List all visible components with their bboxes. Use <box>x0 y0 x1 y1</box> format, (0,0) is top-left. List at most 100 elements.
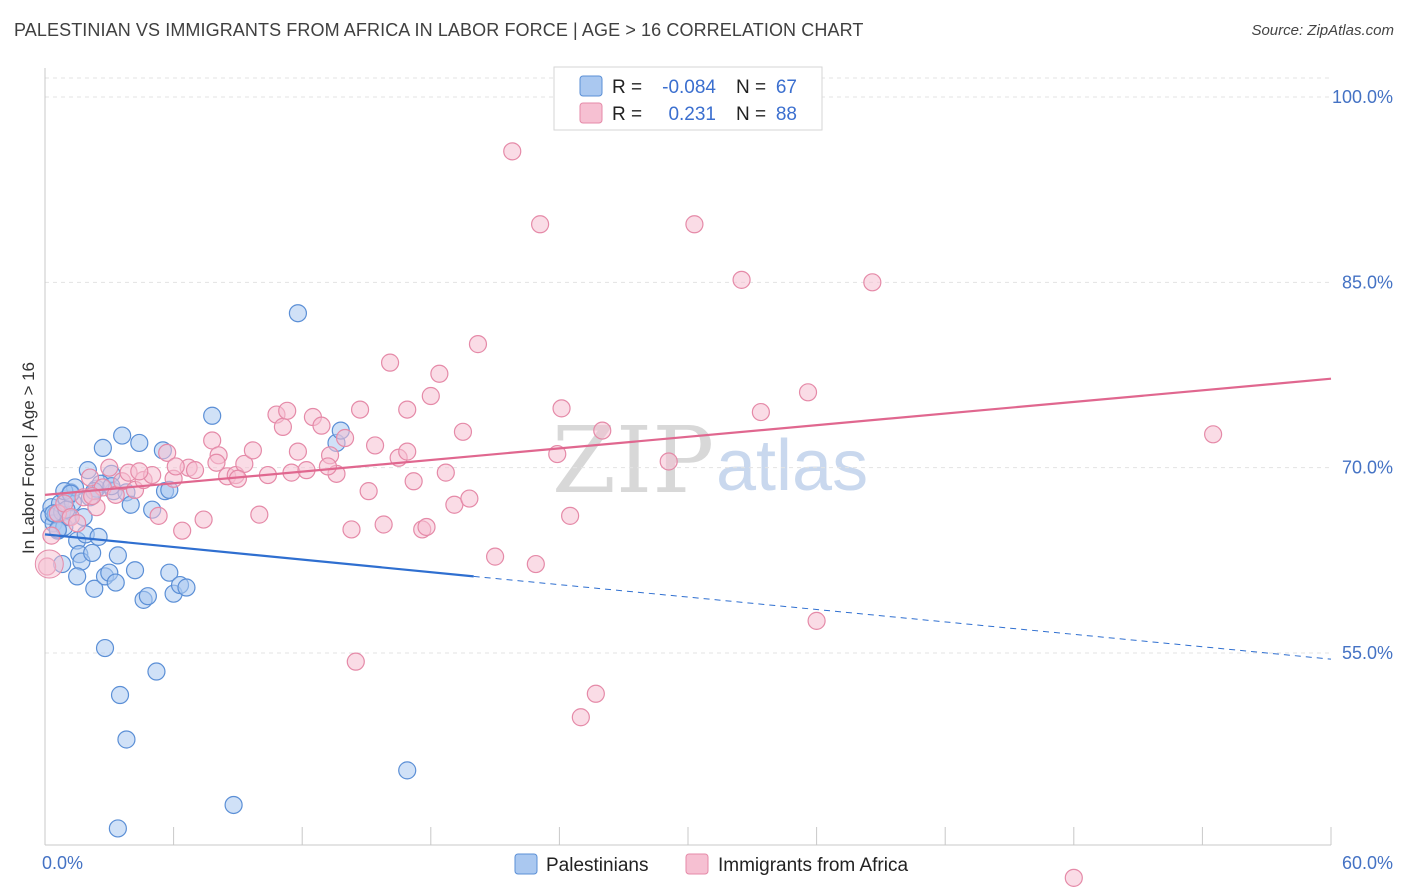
immigrants-africa-point <box>552 399 571 418</box>
palestinians-point <box>147 662 166 681</box>
palestinians-point <box>203 406 222 425</box>
x-tick-labels: 0.0% 60.0% <box>42 853 1393 873</box>
immigrants-africa-point <box>468 335 488 354</box>
series-legend-swatch-immigrants-africa <box>685 853 709 875</box>
immigrants-africa-point <box>732 270 751 289</box>
immigrants-africa-point <box>751 402 770 422</box>
immigrants-africa-point <box>398 400 417 419</box>
series-legend-label-immigrants-africa: Immigrants from Africa <box>718 855 908 876</box>
y-tick-label: 100.0% <box>1332 87 1393 107</box>
palestinians-trend-line <box>44 533 474 578</box>
immigrants-africa-point <box>417 517 436 537</box>
palestinians-point <box>288 304 308 323</box>
immigrants-africa-point <box>185 461 205 480</box>
stats-legend-swatch-blue <box>579 75 603 97</box>
immigrants-africa-point <box>312 416 331 435</box>
series-palestinians-points <box>40 304 417 838</box>
stats-legend-r-label-1: R = <box>612 77 642 98</box>
stats-legend-n-label-1: N = <box>736 77 766 98</box>
immigrants-africa-point <box>436 463 455 482</box>
immigrants-africa-point <box>1204 425 1223 444</box>
immigrants-africa-point <box>273 417 293 436</box>
immigrants-africa-point <box>374 515 393 534</box>
immigrants-africa-point <box>404 472 423 491</box>
series-immigrants-africa-points <box>34 142 1223 887</box>
palestinians-point <box>108 819 127 838</box>
stats-legend-n-value-2: 88 <box>776 104 797 125</box>
immigrants-africa-point <box>288 442 308 461</box>
immigrants-africa-point <box>34 549 64 579</box>
immigrants-africa-point <box>486 547 505 566</box>
immigrants-africa-point <box>453 422 473 441</box>
palestinians-point <box>110 685 130 705</box>
palestinians-point <box>106 573 125 592</box>
y-axis-title: In Labor Force | Age > 16 <box>19 362 38 554</box>
palestinians-point <box>93 438 112 457</box>
gridlines <box>45 77 1331 654</box>
immigrants-africa-point <box>149 506 168 525</box>
stats-legend-n-label-2: N = <box>736 104 766 125</box>
y-tick-label: 85.0% <box>1342 272 1393 292</box>
immigrants-africa-point <box>359 482 378 501</box>
chart-source: Source: ZipAtlas.com <box>1251 22 1394 39</box>
immigrants-africa-point <box>531 215 550 234</box>
palestinians-point <box>85 579 104 598</box>
series-legend-swatch-palestinians <box>514 853 538 875</box>
stats-legend-r-value-1: -0.084 <box>662 77 716 98</box>
immigrants-africa-point <box>194 510 213 529</box>
y-tick-labels: 55.0% 70.0% 85.0% 100.0% <box>1332 87 1393 663</box>
immigrants-africa-point <box>593 421 612 440</box>
immigrants-africa-point <box>659 452 678 471</box>
trend-lines <box>44 377 1332 660</box>
stats-legend-r-value-2: 0.231 <box>668 104 716 125</box>
stats-legend-r-label-2: R = <box>612 104 642 125</box>
palestinians-point <box>398 761 417 780</box>
stats-legend: R = -0.084 N = 67 R = 0.231 N = 88 <box>553 66 823 131</box>
immigrants-africa-point <box>526 554 545 574</box>
immigrants-africa-point <box>685 215 704 234</box>
palestinians-point <box>68 567 87 586</box>
immigrants-africa-point <box>586 684 605 703</box>
immigrants-africa-point <box>100 458 119 477</box>
y-tick-label: 70.0% <box>1342 458 1393 478</box>
immigrants-africa-point <box>80 468 100 487</box>
immigrants-africa-point <box>243 441 263 460</box>
immigrants-africa-point <box>430 364 449 383</box>
palestinians-point <box>138 587 157 606</box>
immigrants-africa-point <box>380 353 400 372</box>
watermark-atlas: atlas <box>716 426 868 506</box>
palestinians-point <box>113 426 132 445</box>
immigrants-africa-point <box>278 401 297 420</box>
palestinians-point <box>117 730 136 749</box>
stats-legend-swatch-pink <box>579 102 603 124</box>
immigrants-africa-point <box>365 436 385 455</box>
immigrants-africa-point <box>342 520 361 539</box>
palestinians-point <box>224 795 243 815</box>
immigrants-africa-point <box>158 443 177 462</box>
watermark-zip: ZIP <box>552 407 714 514</box>
immigrants-africa-point <box>318 457 338 476</box>
series-legend-label-palestinians: Palestinians <box>546 855 648 876</box>
x-tick-label: 0.0% <box>42 853 83 873</box>
series-legend: Palestinians Immigrants from Africa <box>514 853 908 876</box>
immigrants-africa-point <box>807 611 826 630</box>
immigrants-africa-point <box>460 489 479 508</box>
palestinians-point <box>160 563 179 582</box>
immigrants-africa-trend-line <box>44 377 1332 496</box>
chart-title: PALESTINIAN VS IMMIGRANTS FROM AFRICA IN… <box>14 20 864 40</box>
palestinians-point <box>83 543 102 563</box>
immigrants-africa-point <box>130 462 149 481</box>
immigrants-africa-point <box>207 453 226 472</box>
stats-legend-n-value-1: 67 <box>776 77 797 98</box>
palestinians-point <box>108 546 127 565</box>
immigrants-africa-point <box>398 442 417 461</box>
immigrants-africa-point <box>350 400 370 419</box>
immigrants-africa-point <box>1064 868 1083 887</box>
immigrants-africa-point <box>561 506 580 525</box>
immigrants-africa-point <box>421 386 440 406</box>
immigrants-africa-point <box>798 383 818 402</box>
palestinians-point <box>130 433 149 453</box>
immigrants-africa-point <box>346 652 365 671</box>
axes <box>44 68 1332 846</box>
